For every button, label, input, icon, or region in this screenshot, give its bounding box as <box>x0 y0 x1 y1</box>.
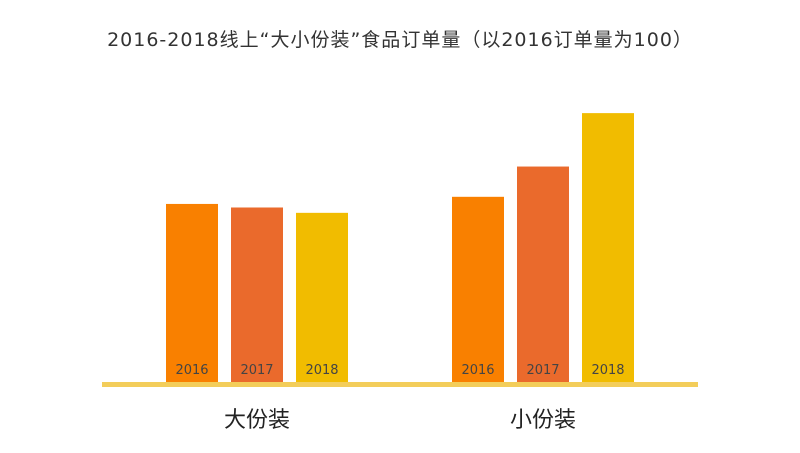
bar-大份装-2017 <box>231 207 283 382</box>
bar-year-label: 2018 <box>305 363 338 378</box>
bar-小份装-2017 <box>517 166 569 382</box>
bar-year-label: 2016 <box>461 363 494 378</box>
bar-year-label: 2016 <box>175 363 208 378</box>
bar-year-label: 2018 <box>591 363 624 378</box>
group-label: 大份装 <box>224 408 290 433</box>
group-label: 小份装 <box>510 408 576 433</box>
bars-layer: 2016 2017 2018 2016 2017 2018 <box>166 113 634 382</box>
bar-year-label: 2017 <box>240 363 273 378</box>
chart-title: 2016-2018线上“大小份装”食品订单量（以2016订单量为100） <box>107 29 693 51</box>
labels-layer: 大份装 小份装 <box>224 408 576 433</box>
chart-baseline <box>102 382 698 387</box>
bar-大份装-2018 <box>296 212 348 382</box>
bar-大份装-2016 <box>166 203 218 382</box>
bar-小份装-2018 <box>582 113 634 382</box>
bar-year-label: 2017 <box>526 363 559 378</box>
bar-小份装-2016 <box>452 196 504 382</box>
